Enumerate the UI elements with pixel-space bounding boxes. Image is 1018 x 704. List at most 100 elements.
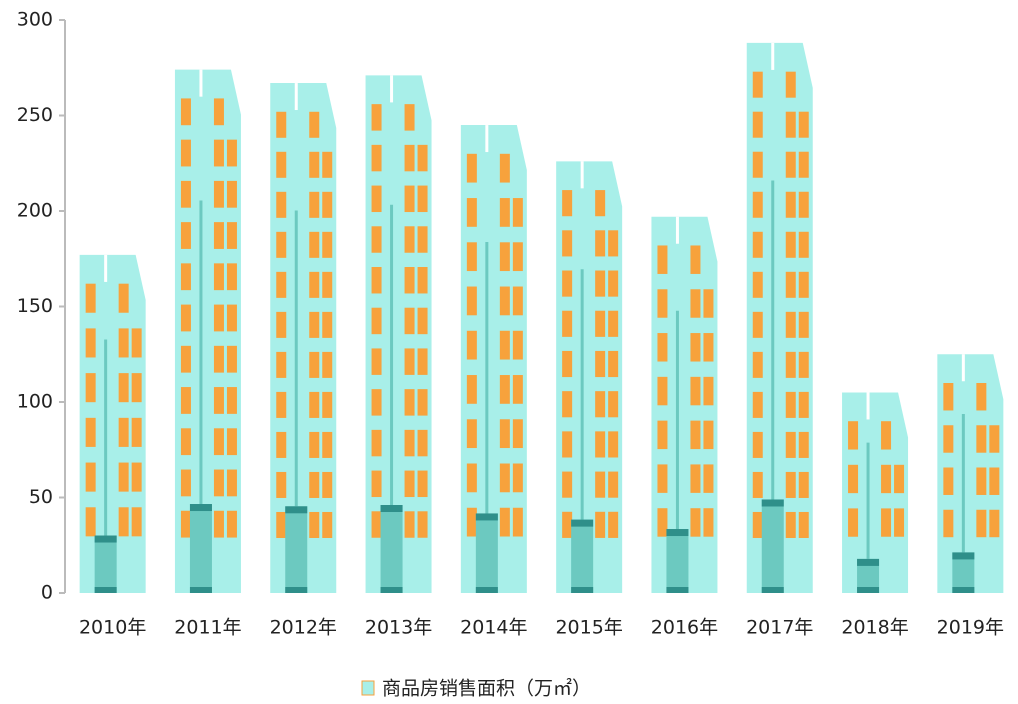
door-step <box>761 587 784 593</box>
window <box>226 304 237 332</box>
window <box>798 271 809 298</box>
window <box>180 139 191 167</box>
window <box>499 375 510 404</box>
window <box>562 431 573 458</box>
window <box>371 389 382 416</box>
door-top <box>475 513 498 521</box>
window <box>213 263 224 291</box>
window <box>595 230 606 257</box>
window <box>466 507 477 537</box>
door <box>94 535 117 593</box>
window <box>752 431 763 458</box>
window <box>466 242 477 272</box>
window <box>180 469 191 497</box>
door <box>761 499 784 593</box>
window <box>989 509 1000 538</box>
building <box>365 75 432 593</box>
window <box>371 470 382 498</box>
window <box>499 286 510 316</box>
window <box>690 420 701 450</box>
window <box>608 431 619 458</box>
window <box>417 470 428 498</box>
window <box>752 511 763 538</box>
window <box>404 226 415 253</box>
window <box>512 375 523 404</box>
window <box>798 311 809 338</box>
window <box>894 464 905 494</box>
window <box>595 270 606 297</box>
window <box>371 185 382 213</box>
window <box>798 511 809 538</box>
window <box>595 391 606 418</box>
window <box>608 391 619 418</box>
x-tick-label: 2011年 <box>174 617 241 639</box>
window <box>512 463 523 493</box>
window <box>131 417 142 447</box>
window <box>180 263 191 291</box>
window <box>276 231 287 258</box>
window <box>309 151 320 178</box>
window <box>798 431 809 458</box>
window <box>752 391 763 418</box>
window <box>322 351 333 378</box>
building <box>174 69 241 593</box>
window <box>943 467 954 495</box>
y-tick-label: 0 <box>41 582 53 604</box>
window <box>417 511 428 538</box>
window <box>417 389 428 416</box>
window <box>881 464 892 494</box>
window <box>180 345 191 373</box>
window <box>371 104 382 131</box>
window <box>226 222 237 249</box>
window <box>309 511 320 538</box>
window <box>976 509 987 538</box>
door <box>475 513 498 593</box>
building <box>460 125 527 594</box>
window <box>989 425 1000 453</box>
window <box>404 429 415 457</box>
x-tick-label: 2010年 <box>79 617 146 639</box>
x-tick-label: 2018年 <box>841 617 908 639</box>
building <box>651 216 718 594</box>
window <box>499 330 510 360</box>
window <box>881 421 892 450</box>
window <box>752 471 763 498</box>
window <box>499 242 510 272</box>
window <box>562 270 573 297</box>
window <box>213 510 224 538</box>
window <box>785 151 796 178</box>
door <box>857 558 880 593</box>
door-top <box>380 505 403 513</box>
window <box>276 471 287 498</box>
window <box>752 111 763 138</box>
y-tick-label: 200 <box>17 200 53 222</box>
building <box>842 392 909 593</box>
window <box>943 383 954 411</box>
door-step <box>94 587 117 593</box>
window <box>226 387 237 414</box>
x-tick-label: 2014年 <box>460 617 527 639</box>
door-step <box>666 587 689 593</box>
door <box>285 506 308 593</box>
window <box>131 373 142 403</box>
window <box>213 98 224 126</box>
window <box>785 271 796 298</box>
bar <box>460 125 527 594</box>
window <box>752 271 763 298</box>
window <box>752 231 763 258</box>
window <box>276 111 287 138</box>
door-top <box>666 529 689 537</box>
window <box>404 470 415 498</box>
window <box>785 351 796 378</box>
window <box>226 510 237 538</box>
door <box>571 519 594 593</box>
window <box>180 428 191 456</box>
window <box>989 467 1000 495</box>
window <box>85 417 96 447</box>
window <box>785 311 796 338</box>
window <box>752 351 763 378</box>
window <box>785 511 796 538</box>
window <box>417 144 428 172</box>
window <box>466 198 477 227</box>
window <box>276 391 287 418</box>
